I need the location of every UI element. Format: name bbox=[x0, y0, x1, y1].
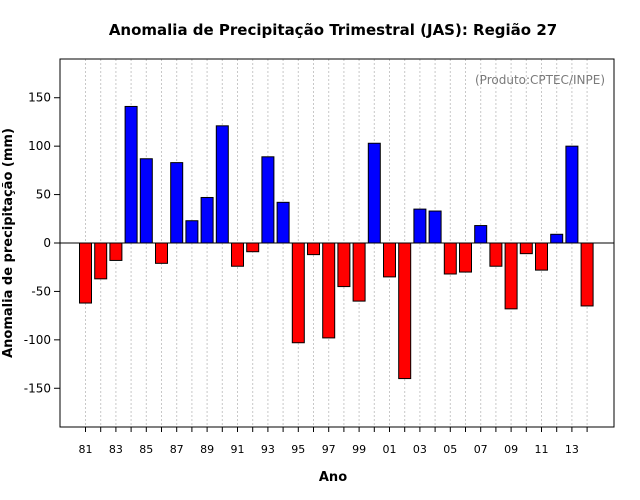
x-tick-label-95: 95 bbox=[291, 443, 305, 456]
bar-07 bbox=[474, 225, 488, 244]
x-tick-label-03: 03 bbox=[413, 443, 427, 456]
y-tick-label: 50 bbox=[36, 188, 51, 202]
bar-94 bbox=[276, 201, 290, 244]
bars bbox=[79, 105, 594, 380]
bar-81 bbox=[79, 242, 92, 304]
x-tick-label-99: 99 bbox=[352, 443, 366, 456]
y-tick-label: 100 bbox=[28, 139, 51, 153]
bar-88 bbox=[185, 220, 199, 244]
y-tick-label: 150 bbox=[28, 91, 51, 105]
bar-90 bbox=[215, 125, 229, 244]
x-tick-label-91: 91 bbox=[231, 443, 245, 456]
bar-83 bbox=[109, 242, 123, 261]
bar-86 bbox=[155, 242, 168, 264]
x-tick-label-07: 07 bbox=[474, 443, 488, 456]
bar-92 bbox=[246, 242, 260, 253]
bar-00 bbox=[367, 142, 381, 244]
y-axis: -150 -100 -50 0 50 100 150 bbox=[24, 91, 60, 395]
bar-95 bbox=[291, 242, 305, 344]
bar-11 bbox=[535, 242, 548, 271]
x-tick-label-97: 97 bbox=[322, 443, 336, 456]
bar-93 bbox=[261, 156, 275, 244]
y-tick-label: 0 bbox=[43, 236, 51, 250]
bar-08 bbox=[489, 242, 503, 267]
y-tick-label: -100 bbox=[24, 333, 51, 347]
bar-98 bbox=[337, 242, 351, 288]
bar-09 bbox=[504, 242, 518, 310]
x-tick-label-13: 13 bbox=[565, 443, 579, 456]
bar-99 bbox=[352, 242, 366, 302]
y-axis-label: Anomalia de precipitação (mm) bbox=[1, 128, 16, 358]
x-tick-label-09: 09 bbox=[504, 443, 518, 456]
bar-82 bbox=[94, 242, 108, 280]
bar-12 bbox=[550, 233, 564, 244]
source-note: (Produto:CPTEC/INPE) bbox=[475, 73, 605, 87]
x-tick-label-93: 93 bbox=[261, 443, 275, 456]
bar-10 bbox=[519, 242, 533, 255]
x-tick-label-01: 01 bbox=[383, 443, 397, 456]
y-tick-label: -50 bbox=[31, 284, 51, 298]
bar-02 bbox=[398, 242, 412, 380]
x-axis-label: Ano bbox=[319, 470, 347, 485]
bar-14 bbox=[580, 242, 594, 307]
x-tick-label-05: 05 bbox=[443, 443, 457, 456]
chart-title: Anomalia de Precipitação Trimestral (JAS… bbox=[109, 21, 557, 39]
bar-89 bbox=[200, 196, 214, 244]
bar-13 bbox=[565, 145, 579, 244]
x-tick-label-81: 81 bbox=[79, 443, 93, 456]
bar-97 bbox=[322, 242, 336, 339]
y-tick-label: -150 bbox=[24, 381, 51, 395]
x-tick-label-83: 83 bbox=[109, 443, 123, 456]
bar-04 bbox=[428, 210, 442, 244]
bar-05 bbox=[443, 242, 457, 275]
x-tick-label-11: 11 bbox=[535, 443, 549, 456]
x-tick-label-85: 85 bbox=[139, 443, 153, 456]
bar-85 bbox=[139, 158, 153, 244]
bar-87 bbox=[170, 162, 184, 244]
bar-84 bbox=[124, 105, 138, 244]
bar-96 bbox=[307, 242, 320, 256]
bar-03 bbox=[413, 208, 427, 244]
x-tick-label-87: 87 bbox=[170, 443, 184, 456]
bar-91 bbox=[231, 242, 244, 267]
bar-06 bbox=[459, 242, 472, 273]
x-axis: 81 83 85 87 89 91 93 95 97 99 01 03 05 07 09 11 13 bbox=[79, 427, 588, 456]
bar-01 bbox=[383, 242, 396, 278]
x-tick-label-89: 89 bbox=[200, 443, 214, 456]
